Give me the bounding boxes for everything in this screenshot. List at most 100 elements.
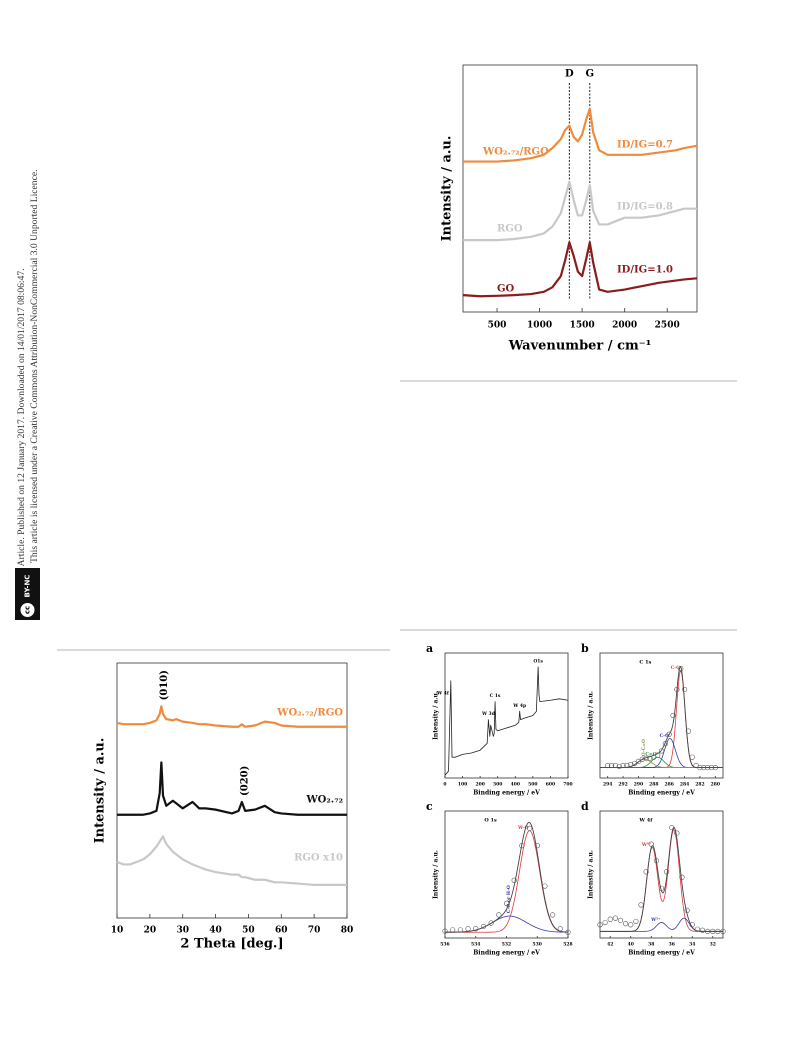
peak-label: D [565, 68, 574, 79]
x-tick-label: 0 [443, 782, 446, 788]
x-tick-label: 286 [664, 782, 673, 788]
data-point [685, 728, 692, 734]
x-tick-label: 500 [488, 321, 507, 331]
x-axis-label: 2 Theta [deg.] [180, 937, 283, 952]
x-axis-label: Binding energy / eV [473, 790, 540, 797]
data-point [669, 824, 675, 831]
data-point [620, 762, 626, 769]
data-point [526, 825, 533, 831]
data-point [694, 926, 700, 932]
data-point [674, 830, 680, 836]
x-tick-label: 300 [493, 782, 502, 788]
peak-label: W 4f [436, 690, 450, 696]
x-tick-label: 400 [511, 782, 520, 788]
component-label: C-C [671, 665, 680, 671]
x-tick-label: 60 [275, 926, 288, 936]
data-point [670, 712, 676, 719]
data-point [616, 763, 622, 770]
component-label: W-O [517, 825, 529, 831]
component-label: C-O [660, 733, 669, 739]
ratio-label: ID/IG=0.8 [617, 202, 673, 213]
spectrum [116, 835, 347, 886]
series-label: WO₂.₇₂/RGO [276, 708, 343, 719]
x-tick-label: 80 [341, 926, 354, 936]
fit-component [600, 829, 723, 932]
x-tick-label: 282 [695, 782, 704, 788]
data-point [503, 900, 510, 906]
license-badge: cc BY-NC [15, 568, 40, 620]
data-point [648, 841, 654, 847]
component-label: C=O [645, 752, 656, 758]
badge-terms: BY-NC [24, 575, 32, 598]
x-tick-label: 288 [649, 782, 658, 788]
data-point [608, 762, 615, 769]
x-tick-label: 1500 [570, 321, 595, 331]
badge-circle [20, 603, 35, 617]
data-point [658, 748, 665, 754]
x-tick-label: 200 [475, 782, 484, 788]
x-tick-label: 100 [458, 782, 467, 788]
x-tick-label: 34 [689, 942, 695, 948]
data-point [643, 755, 649, 761]
fit-component [600, 756, 723, 768]
component-label: O-C=O [641, 739, 647, 756]
x-tick-label: 284 [680, 782, 689, 788]
data-point [708, 764, 715, 771]
x-tick-label: 700 [563, 782, 572, 788]
spectrum [117, 761, 347, 816]
panel-title: O 1s [484, 818, 497, 824]
x-tick-label: 2500 [655, 321, 680, 331]
data-point [710, 928, 716, 934]
x-tick-label: 40 [209, 926, 222, 936]
x-tick-label: 20 [144, 926, 157, 936]
panel-letter: b [581, 642, 589, 655]
data-point [679, 874, 685, 880]
data-point [666, 731, 672, 737]
data-point [639, 756, 645, 762]
sidebar-line: Open Access Article. Published on 12 Jan… [16, 268, 27, 618]
data-point [697, 764, 703, 771]
x-tick-label: 536 [440, 942, 449, 948]
panel-title: W 4f [638, 818, 653, 824]
data-point [699, 927, 706, 933]
fit-component [600, 758, 723, 768]
data-point [457, 927, 463, 933]
data-point [473, 926, 479, 932]
spectrum [463, 180, 697, 242]
x-tick-label: 292 [618, 782, 627, 788]
plot-frame [599, 652, 724, 779]
data-point [550, 912, 556, 918]
data-point [662, 741, 668, 747]
plot-frame [462, 64, 698, 313]
fit-envelope [600, 826, 723, 932]
data-point [689, 754, 695, 760]
y-axis-label: Intensity / a.u. [440, 136, 455, 242]
data-point [496, 912, 502, 918]
plot-frame [599, 810, 724, 939]
data-point [480, 923, 487, 930]
x-tick-label: 2000 [612, 321, 637, 331]
data-point [705, 764, 711, 771]
data-point [701, 764, 707, 771]
data-point [534, 843, 540, 849]
series-label: WO₂.₇₂ [305, 795, 343, 806]
x-tick-label: 32 [710, 942, 716, 948]
data-point [684, 907, 690, 913]
spectrum [116, 705, 347, 728]
data-point [655, 752, 661, 758]
x-tick-label: 528 [563, 942, 572, 948]
data-point [511, 877, 517, 883]
y-axis-label: Intensity / a.u. [588, 850, 595, 899]
y-axis-label: Intensity / a.u. [588, 691, 595, 740]
data-point [542, 883, 548, 889]
data-point [681, 686, 688, 693]
panel-letter: d [581, 800, 589, 813]
data-point [450, 927, 456, 933]
x-tick-label: 290 [634, 782, 643, 788]
peak-label: (010) [159, 670, 170, 700]
x-axis-label: Binding energy / eV [473, 950, 540, 957]
peak-label: (020) [239, 766, 250, 796]
x-tick-label: 30 [176, 926, 189, 936]
data-point [658, 885, 665, 891]
